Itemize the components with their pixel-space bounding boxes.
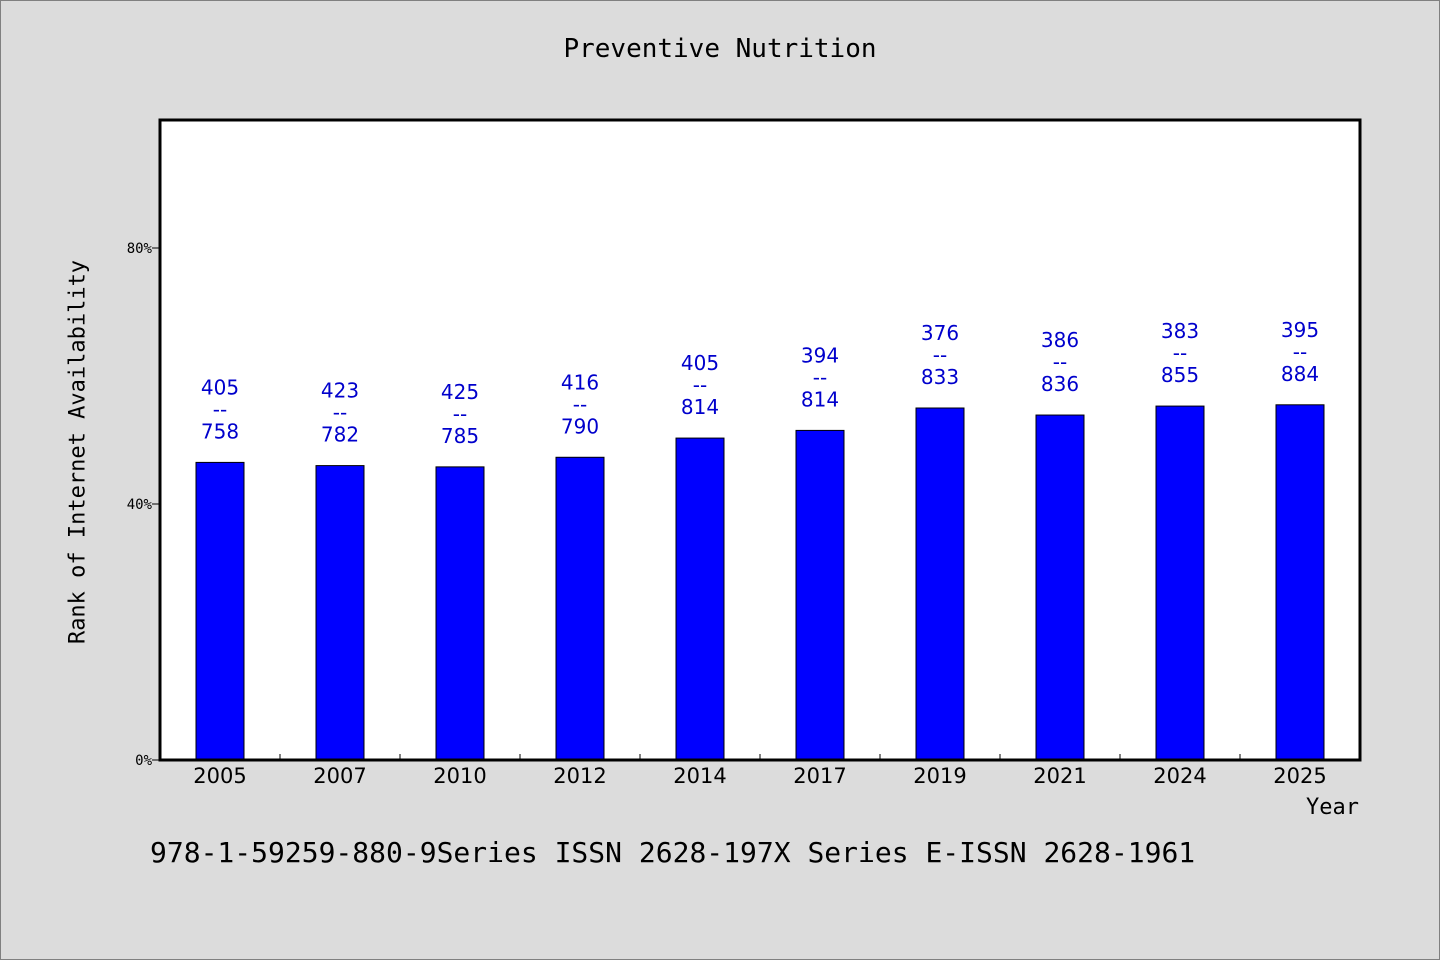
data-label-2017-bottom: 814 (801, 387, 839, 411)
x-tick-label-2024: 2024 (1153, 764, 1206, 788)
x-axis-label: Year (1306, 795, 1359, 820)
bar-2005 (195, 461, 245, 761)
data-label-2007-sep: -- (333, 401, 347, 425)
bar-2019 (915, 407, 965, 761)
bar-2012 (555, 456, 605, 761)
y-tick-label-80: 80% (127, 241, 153, 257)
bar-2025 (1275, 404, 1325, 761)
bar-2010 (435, 466, 485, 761)
data-label-2012-sep: -- (573, 392, 587, 416)
y-tick-label-40: 40% (127, 497, 153, 513)
data-label-2014-sep: -- (693, 373, 707, 397)
data-label-2014-bottom: 814 (681, 395, 719, 419)
isbn-footnote: 978-1-59259-880-9Series ISSN 2628-197X S… (150, 836, 1196, 869)
x-tick-label-2019: 2019 (913, 764, 966, 788)
bar-2021 (1035, 414, 1085, 761)
plot-border (158, 118, 1362, 762)
data-label-2014-top: 405 (681, 351, 719, 375)
x-tick-label-2025: 2025 (1273, 764, 1326, 788)
x-tick-label-2014: 2014 (673, 764, 726, 788)
data-label-2021-sep: -- (1053, 350, 1067, 374)
data-label-2010-sep: -- (453, 402, 467, 426)
data-label-2005-bottom: 758 (201, 419, 239, 443)
y-tick-label-0: 0% (135, 753, 152, 769)
x-tick-label-2017: 2017 (793, 764, 846, 788)
data-label-2021-bottom: 836 (1041, 372, 1079, 396)
data-label-2010-top: 425 (441, 380, 479, 404)
data-label-2007-bottom: 782 (321, 423, 359, 447)
data-label-2005-top: 405 (201, 375, 239, 399)
x-tick-label-2012: 2012 (553, 764, 606, 788)
x-tick-label-2010: 2010 (433, 764, 486, 788)
data-label-2024-bottom: 855 (1161, 363, 1199, 387)
data-label-2024-top: 383 (1161, 319, 1199, 343)
data-label-2025-bottom: 884 (1281, 362, 1319, 386)
x-tick-label-2007: 2007 (313, 764, 366, 788)
bar-2014 (675, 437, 725, 761)
data-label-2025-top: 395 (1281, 318, 1319, 342)
data-label-2021-top: 386 (1041, 328, 1079, 352)
data-label-2012-top: 416 (561, 370, 599, 394)
data-label-2005-sep: -- (213, 397, 227, 421)
data-label-2012-bottom: 790 (561, 414, 599, 438)
data-label-2007-top: 423 (321, 379, 359, 403)
bar-2017 (795, 429, 845, 761)
data-label-2019-bottom: 833 (921, 365, 959, 389)
data-label-2019-sep: -- (933, 343, 947, 367)
data-label-2017-sep: -- (813, 365, 827, 389)
chart-title: Preventive Nutrition (563, 34, 877, 64)
data-label-2017-top: 394 (801, 343, 839, 367)
data-label-2019-top: 376 (921, 321, 959, 345)
x-tick-label-2005: 2005 (193, 764, 246, 788)
data-label-2010-bottom: 785 (441, 424, 479, 448)
data-label-2024-sep: -- (1173, 341, 1187, 365)
data-label-2025-sep: -- (1293, 340, 1307, 364)
x-tick-label-2021: 2021 (1033, 764, 1086, 788)
bar-2024 (1155, 405, 1205, 761)
bar-2007 (315, 465, 365, 761)
